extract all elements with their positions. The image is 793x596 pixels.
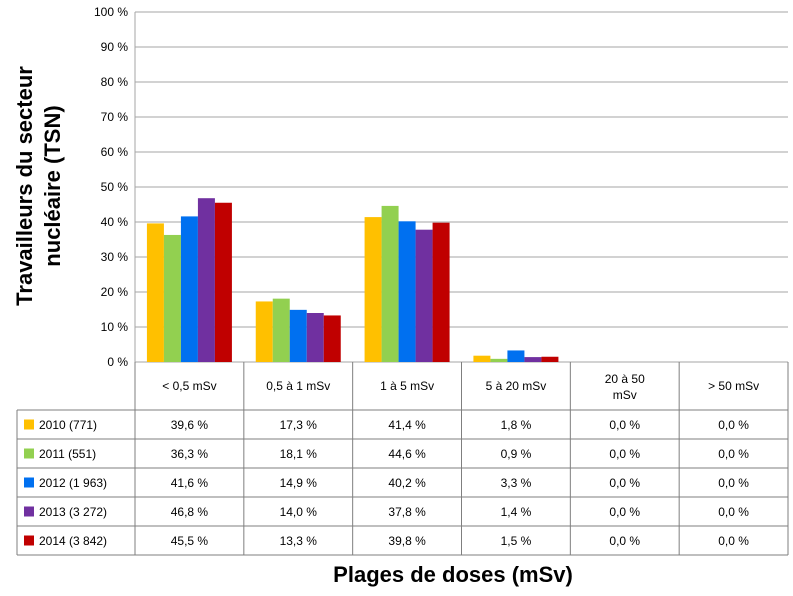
- bar: [381, 205, 399, 362]
- data-label: 0,0 %: [718, 476, 749, 490]
- data-label: 0,0 %: [718, 534, 749, 548]
- legend-key: [24, 535, 34, 546]
- y-tick-label: 70 %: [101, 110, 129, 124]
- legend-key: [24, 448, 34, 459]
- category-label: < 0,5 mSv: [162, 379, 216, 393]
- bar: [398, 221, 416, 362]
- bar: [289, 309, 307, 362]
- data-label: 37,8 %: [388, 505, 426, 519]
- data-label: 0,0 %: [609, 505, 640, 519]
- y-tick-label: 40 %: [101, 215, 129, 229]
- data-label: 0,0 %: [718, 505, 749, 519]
- data-label: 40,2 %: [388, 476, 426, 490]
- category-label: mSv: [613, 388, 637, 402]
- bars: [146, 198, 559, 362]
- legend-label: 2011 (551): [39, 447, 96, 461]
- data-label: 39,6 %: [171, 418, 209, 432]
- data-label: 18,1 %: [280, 447, 318, 461]
- bar: [432, 222, 450, 362]
- data-label: 0,9 %: [501, 447, 532, 461]
- legend-key: [24, 506, 34, 517]
- category-label: 5 à 20 mSv: [486, 379, 547, 393]
- category-label: > 50 mSv: [708, 379, 759, 393]
- y-tick-label: 100 %: [94, 5, 128, 19]
- y-axis-tick-labels: 0 % 10 % 20 % 30 % 40 % 50 % 60 % 70 % 80 % 90 % 1…: [94, 5, 128, 369]
- bar: [272, 298, 290, 362]
- legend-key: [24, 419, 34, 430]
- bar: [524, 357, 542, 362]
- bar: [490, 358, 508, 362]
- bar: [364, 217, 382, 362]
- bar: [306, 313, 324, 362]
- category-label: 1 à 5 mSv: [380, 379, 434, 393]
- bar: [146, 223, 164, 362]
- legend-label: 2010 (771): [39, 418, 97, 432]
- y-tick-label: 50 %: [101, 180, 129, 194]
- x-axis-title: Plages de doses (mSv): [333, 562, 573, 587]
- bar: [214, 202, 232, 362]
- data-label: 45,5 %: [171, 534, 209, 548]
- bar: [180, 216, 198, 362]
- y-tick-label: 30 %: [101, 250, 129, 264]
- data-label: 1,4 %: [501, 505, 532, 519]
- y-tick-label: 20 %: [101, 285, 129, 299]
- y-tick-label: 0 %: [107, 355, 128, 369]
- data-label: 14,0 %: [280, 505, 318, 519]
- data-label: 17,3 %: [280, 418, 318, 432]
- legend-label: 2012 (1 963): [39, 476, 107, 490]
- data-label: 46,8 %: [171, 505, 209, 519]
- data-label: 0,0 %: [609, 447, 640, 461]
- data-label: 0,0 %: [609, 534, 640, 548]
- bar: [541, 356, 559, 362]
- bar: [255, 301, 273, 362]
- y-axis-title-line-2: nucléaire (TSN): [40, 105, 65, 266]
- data-label: 0,0 %: [609, 476, 640, 490]
- legend-label: 2014 (3 842): [39, 534, 107, 548]
- y-tick-label: 10 %: [101, 320, 129, 334]
- gridlines: [134, 11, 788, 363]
- y-tick-label: 60 %: [101, 145, 129, 159]
- data-table: < 0,5 mSv 0,5 à 1 mSv 1 à 5 mSv 5 à 20 mSv 2…: [16, 362, 789, 556]
- data-label: 41,4 %: [388, 418, 426, 432]
- y-tick-label: 80 %: [101, 75, 129, 89]
- bar: [415, 229, 433, 362]
- data-label: 0,0 %: [718, 447, 749, 461]
- category-label: 20 à 50: [605, 372, 645, 386]
- data-label: 14,9 %: [280, 476, 318, 490]
- y-axis-title-line-1: Travailleurs du secteur: [12, 66, 37, 306]
- bar: [507, 350, 525, 362]
- bar: [197, 198, 215, 362]
- bar: [323, 315, 341, 362]
- data-label: 1,8 %: [501, 418, 532, 432]
- data-label: 0,0 %: [718, 418, 749, 432]
- data-label: 41,6 %: [171, 476, 209, 490]
- data-label: 0,0 %: [609, 418, 640, 432]
- legend-label: 2013 (3 272): [39, 505, 107, 519]
- y-tick-label: 90 %: [101, 40, 129, 54]
- data-label: 39,8 %: [388, 534, 426, 548]
- bar: [163, 234, 181, 362]
- data-label: 44,6 %: [388, 447, 426, 461]
- category-label: 0,5 à 1 mSv: [266, 379, 330, 393]
- legend-key: [24, 477, 34, 488]
- data-label: 1,5 %: [501, 534, 532, 548]
- data-label: 3,3 %: [501, 476, 532, 490]
- bar: [473, 355, 491, 362]
- data-label: 36,3 %: [171, 447, 209, 461]
- data-label: 13,3 %: [280, 534, 318, 548]
